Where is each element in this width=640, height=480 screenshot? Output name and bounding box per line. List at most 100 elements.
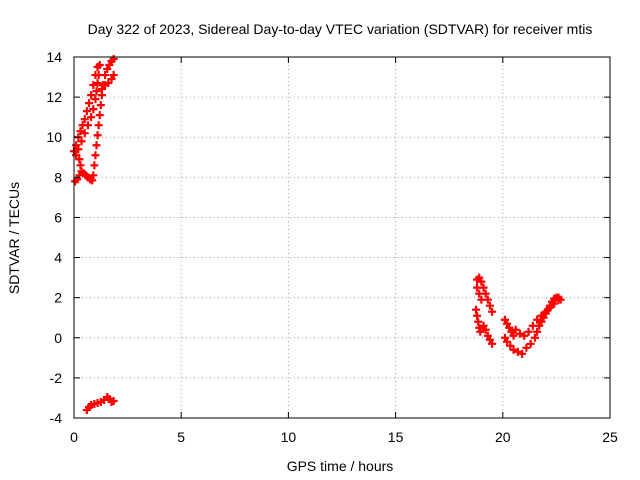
- data-point: [509, 331, 518, 340]
- y-tick-label: 0: [54, 330, 62, 346]
- data-point: [89, 81, 98, 90]
- data-point: [533, 327, 542, 336]
- data-point: [109, 71, 118, 80]
- data-point: [83, 121, 92, 130]
- y-tick-label: 4: [54, 250, 62, 266]
- data-point: [109, 396, 118, 405]
- data-point: [500, 315, 509, 324]
- data-point: [105, 61, 114, 70]
- data-point: [503, 337, 512, 346]
- data-point: [92, 141, 101, 150]
- data-point: [72, 151, 81, 160]
- data-point: [95, 61, 104, 70]
- chart-title: Day 322 of 2023, Sidereal Day-to-day VTE…: [88, 21, 593, 37]
- y-tick-label: 6: [54, 209, 62, 225]
- data-point: [476, 327, 485, 336]
- x-tick-label: 20: [495, 429, 511, 445]
- data-point: [87, 91, 96, 100]
- data-point: [94, 121, 103, 130]
- data-point: [104, 79, 113, 88]
- data-point: [93, 79, 102, 88]
- data-point: [513, 347, 522, 356]
- data-point: [92, 87, 101, 96]
- data-point: [473, 283, 482, 292]
- data-point: [87, 113, 96, 122]
- series-0: [70, 55, 118, 414]
- data-point: [488, 339, 497, 348]
- data-point: [91, 95, 100, 104]
- data-point: [506, 341, 515, 350]
- plot-frame: [73, 56, 611, 419]
- data-point: [91, 151, 100, 160]
- data-point: [511, 325, 520, 334]
- data-point: [522, 343, 531, 352]
- x-tick-label: 10: [281, 429, 297, 445]
- data-point: [475, 289, 484, 298]
- data-point: [95, 111, 104, 120]
- data-point: [80, 129, 89, 138]
- data-point: [93, 131, 102, 140]
- y-tick-label: 14: [46, 49, 62, 65]
- data-point: [77, 137, 86, 146]
- data-point: [89, 171, 98, 180]
- grid: [74, 57, 610, 418]
- data-point: [509, 345, 518, 354]
- data-point: [89, 105, 98, 114]
- data-point: [503, 319, 512, 328]
- x-axis-label: GPS time / hours: [287, 458, 394, 474]
- x-tick-label: 0: [70, 429, 78, 445]
- data-point: [475, 273, 484, 282]
- x-tick-label: 15: [388, 429, 404, 445]
- data-point: [97, 85, 106, 94]
- data-point: [541, 307, 550, 316]
- y-tick-label: -2: [50, 370, 63, 386]
- data-point: [533, 315, 542, 324]
- data-point: [85, 99, 94, 108]
- data-point: [80, 115, 89, 124]
- data-point: [481, 325, 490, 334]
- data-point: [507, 327, 516, 336]
- data-point: [505, 323, 514, 332]
- data-point: [528, 321, 537, 330]
- data-point: [101, 71, 110, 80]
- y-tick-label: 2: [54, 290, 62, 306]
- data-point: [72, 141, 81, 150]
- data-point: [477, 295, 486, 304]
- data-point: [82, 107, 91, 116]
- data-point: [477, 277, 486, 286]
- data-point: [524, 327, 533, 336]
- tick-labels: 0 5 10 15 20 25 -4 -2 0 2 4 6 8 10 12 14: [46, 49, 618, 445]
- data-point: [550, 299, 559, 308]
- data-point: [485, 335, 494, 344]
- data-point: [530, 333, 539, 342]
- x-tick-label: 25: [602, 429, 618, 445]
- data-point: [526, 339, 535, 348]
- data-point: [479, 321, 488, 330]
- data-point: [488, 307, 497, 316]
- data-point: [73, 175, 82, 184]
- data-point: [483, 331, 492, 340]
- data-point: [500, 333, 509, 342]
- data-point: [518, 349, 527, 358]
- data-point: [545, 303, 554, 312]
- data-point: [107, 75, 116, 84]
- y-tick-label: 10: [46, 129, 62, 145]
- series-1: [472, 273, 565, 358]
- data-point: [90, 161, 99, 170]
- data-point: [485, 301, 494, 310]
- data-point: [537, 311, 546, 320]
- data-point: [103, 65, 112, 74]
- axis-ticks: [73, 56, 611, 419]
- data-points: [70, 55, 565, 414]
- data-point: [520, 331, 529, 340]
- y-tick-label: 8: [54, 169, 62, 185]
- data-point: [74, 145, 83, 154]
- data-point: [109, 55, 118, 64]
- y-tick-label: 12: [46, 89, 62, 105]
- data-point: [515, 329, 524, 338]
- data-point: [554, 295, 563, 304]
- data-point: [96, 101, 105, 110]
- x-tick-label: 5: [177, 429, 185, 445]
- data-point: [75, 155, 84, 164]
